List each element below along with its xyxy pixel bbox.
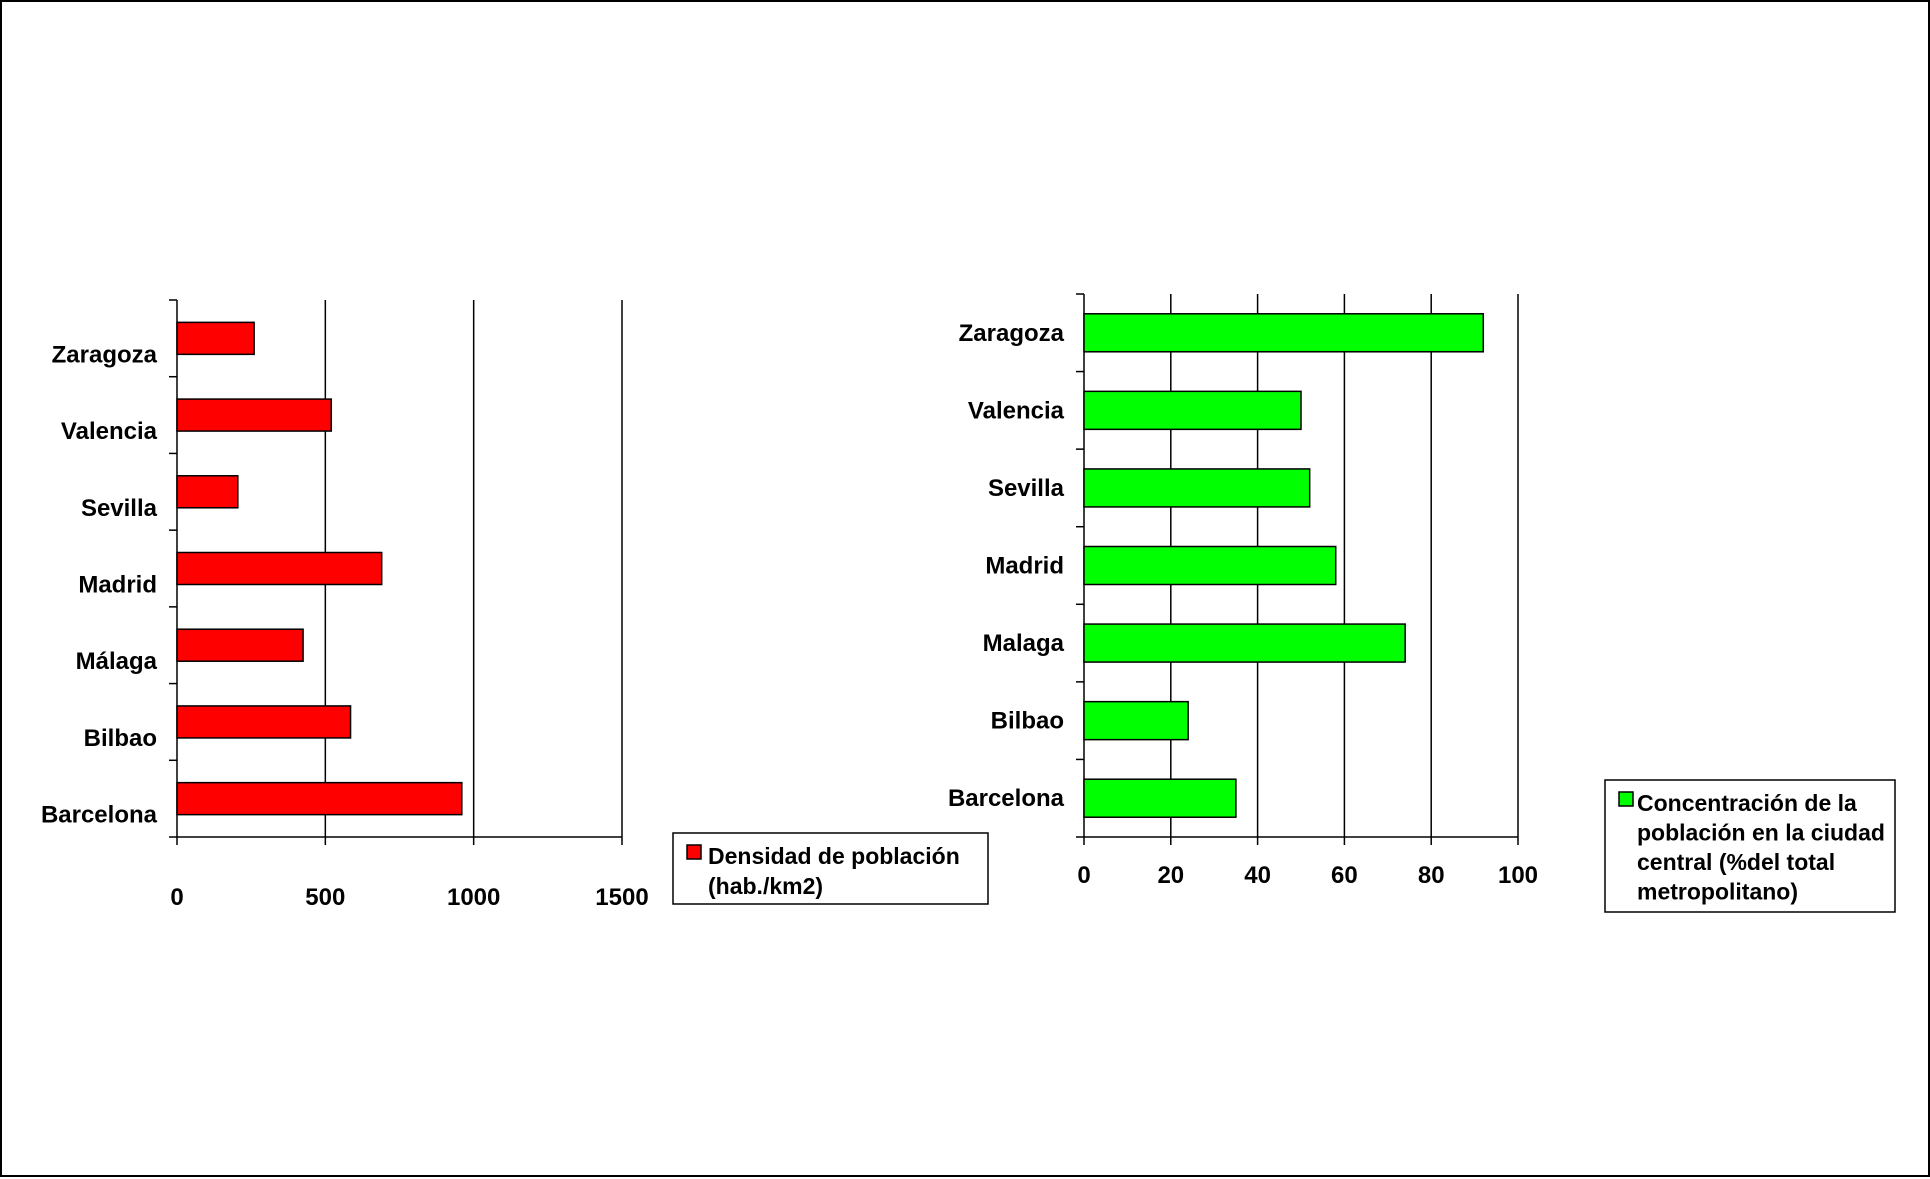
density-legend-box bbox=[672, 832, 989, 905]
density-category-label: Bilbao bbox=[84, 725, 157, 752]
density-x-tick-label: 0 bbox=[170, 884, 183, 911]
density-bar-madrid bbox=[176, 551, 383, 586]
density-bar-valencia bbox=[176, 398, 333, 432]
density-bar-sevilla bbox=[176, 475, 239, 509]
density-category-label: Valencia bbox=[61, 418, 158, 445]
density-legend-label: Densidad de población bbox=[708, 843, 960, 869]
density-x-tick-label: 1000 bbox=[447, 884, 500, 911]
density-category-label: Zaragoza bbox=[52, 341, 158, 368]
density-bar-málaga bbox=[176, 628, 304, 662]
density-category-label: Madrid bbox=[78, 572, 157, 599]
density-legend-swatch bbox=[686, 844, 702, 860]
density-legend-label: (hab./km2) bbox=[708, 873, 823, 899]
density-x-tick-label: 1500 bbox=[595, 884, 648, 911]
density-category-label: Barcelona bbox=[41, 802, 158, 829]
density-bar-bilbao bbox=[176, 705, 352, 739]
density-bar-barcelona bbox=[176, 781, 463, 816]
density-bar-zaragoza bbox=[176, 321, 255, 356]
density-category-label: Málaga bbox=[76, 648, 158, 675]
density-category-label: Sevilla bbox=[81, 495, 158, 522]
density-x-tick-label: 500 bbox=[305, 884, 345, 911]
